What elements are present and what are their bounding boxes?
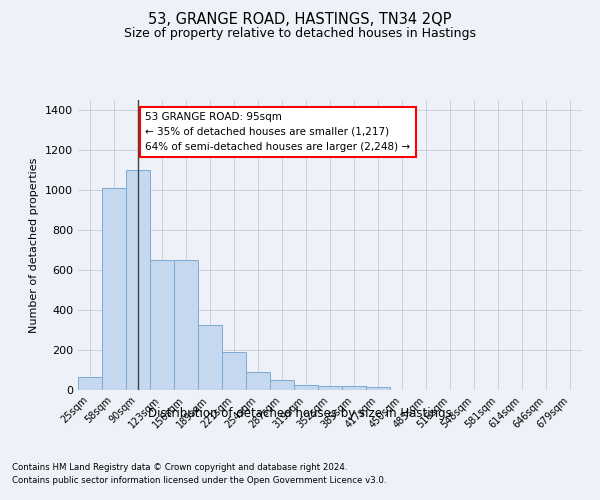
Bar <box>78 377 102 390</box>
Bar <box>366 387 390 390</box>
Text: Size of property relative to detached houses in Hastings: Size of property relative to detached ho… <box>124 28 476 40</box>
Bar <box>126 170 150 390</box>
Bar <box>174 260 198 390</box>
Bar <box>270 380 294 390</box>
Bar <box>246 372 270 390</box>
Text: 53, GRANGE ROAD, HASTINGS, TN34 2QP: 53, GRANGE ROAD, HASTINGS, TN34 2QP <box>148 12 452 28</box>
Y-axis label: Number of detached properties: Number of detached properties <box>29 158 40 332</box>
Bar <box>318 386 342 390</box>
Text: 53 GRANGE ROAD: 95sqm
← 35% of detached houses are smaller (1,217)
64% of semi-d: 53 GRANGE ROAD: 95sqm ← 35% of detached … <box>145 112 410 152</box>
Bar <box>198 325 222 390</box>
Bar <box>294 385 318 390</box>
Bar <box>222 352 246 390</box>
Text: Contains HM Land Registry data © Crown copyright and database right 2024.: Contains HM Land Registry data © Crown c… <box>12 462 347 471</box>
Bar <box>150 260 174 390</box>
Text: Contains public sector information licensed under the Open Government Licence v3: Contains public sector information licen… <box>12 476 386 485</box>
Bar <box>102 188 126 390</box>
Bar <box>342 386 366 390</box>
Text: Distribution of detached houses by size in Hastings: Distribution of detached houses by size … <box>148 408 452 420</box>
